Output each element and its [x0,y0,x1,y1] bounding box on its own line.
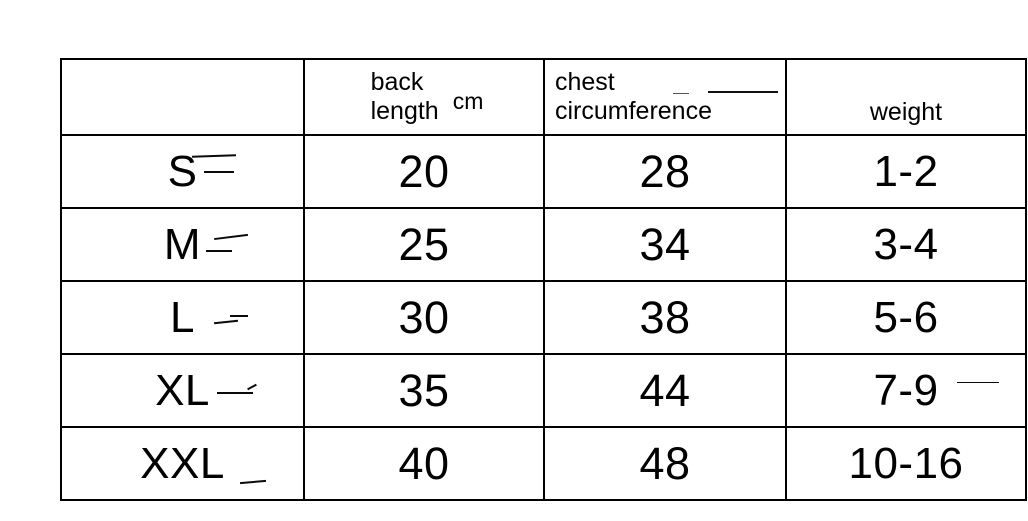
chest-value: 48 [639,437,691,489]
header-cell-weight: weight [785,58,1027,136]
header-cell-back-length: back length cm [303,58,545,136]
header-chest-line1: chest [555,67,615,96]
back-length-value: 30 [398,291,450,343]
scan-artifact-stroke [213,233,248,240]
scan-artifact-stroke [247,383,257,390]
header-unit-cm: cm [452,87,484,114]
table-row: S 20 28 1-2 [60,134,1027,209]
cell-chest: 28 [543,134,787,209]
table-row: XL 35 44 7-9 [60,353,1027,428]
weight-value: 5-6 [873,292,939,342]
cell-weight: 3-4 [785,207,1027,282]
scan-artifact-stroke [203,170,234,173]
cell-chest: 48 [543,426,787,501]
cell-size: XL [60,353,305,428]
size-value: M [163,219,202,269]
scan-artifact-stroke [191,153,236,157]
cell-back-length: 35 [303,353,545,428]
table-row: M 25 34 3-4 [60,207,1027,282]
back-length-value: 25 [398,218,450,270]
header-weight-label: weight [869,97,943,126]
back-length-value: 35 [398,364,450,416]
chest-value: 44 [639,364,691,416]
cell-chest: 34 [543,207,787,282]
size-value: XXL [140,438,225,488]
chest-value: 28 [639,145,691,197]
cell-weight: 5-6 [785,280,1027,355]
cell-back-length: 20 [303,134,545,209]
cell-weight: 7-9 [785,353,1027,428]
chest-value: 34 [639,218,691,270]
weight-value: 7-9 [873,365,939,415]
scan-artifact-stroke [240,479,267,484]
scan-artifact-stroke [217,391,254,394]
cell-back-length: 40 [303,426,545,501]
weight-value: 1-2 [873,146,939,196]
cell-weight: 1-2 [785,134,1027,209]
size-value: S [167,146,198,196]
cell-back-length: 25 [303,207,545,282]
size-value: L [170,292,195,342]
back-length-value: 20 [398,145,450,197]
size-value: XL [155,365,210,415]
header-cell-size [60,58,305,136]
table-row: L 30 38 5-6 [60,280,1027,355]
header-chest-line2: circumference [555,97,712,125]
header-back-length-label: back length [371,68,439,127]
chest-value: 38 [639,291,691,343]
scan-artifact-stroke [957,381,1000,383]
cell-chest: 44 [543,353,787,428]
header-back-length-line1: back [370,67,424,96]
weight-value: 10-16 [848,438,964,488]
cell-size: XXL [60,426,305,501]
header-back-length-line2: length [370,97,439,125]
scan-artifact-stroke [205,249,232,252]
scan-artifact-stroke [213,319,239,324]
table-header-row: back length cm chest circumference weigh… [60,58,1027,136]
cell-weight: 10-16 [785,426,1027,501]
cell-chest: 38 [543,280,787,355]
table-row: XXL 40 48 10-16 [60,426,1027,501]
size-chart-table: back length cm chest circumference weigh… [60,58,1027,501]
scan-artifact-stroke [230,314,248,317]
header-cell-chest-circumference: chest circumference [543,58,787,136]
cell-size: L [60,280,305,355]
header-chest-label: chest circumference [545,60,785,134]
cell-back-length: 30 [303,280,545,355]
cell-size: S [60,134,305,209]
cell-size: M [60,207,305,282]
weight-value: 3-4 [873,219,939,269]
back-length-value: 40 [398,437,450,489]
